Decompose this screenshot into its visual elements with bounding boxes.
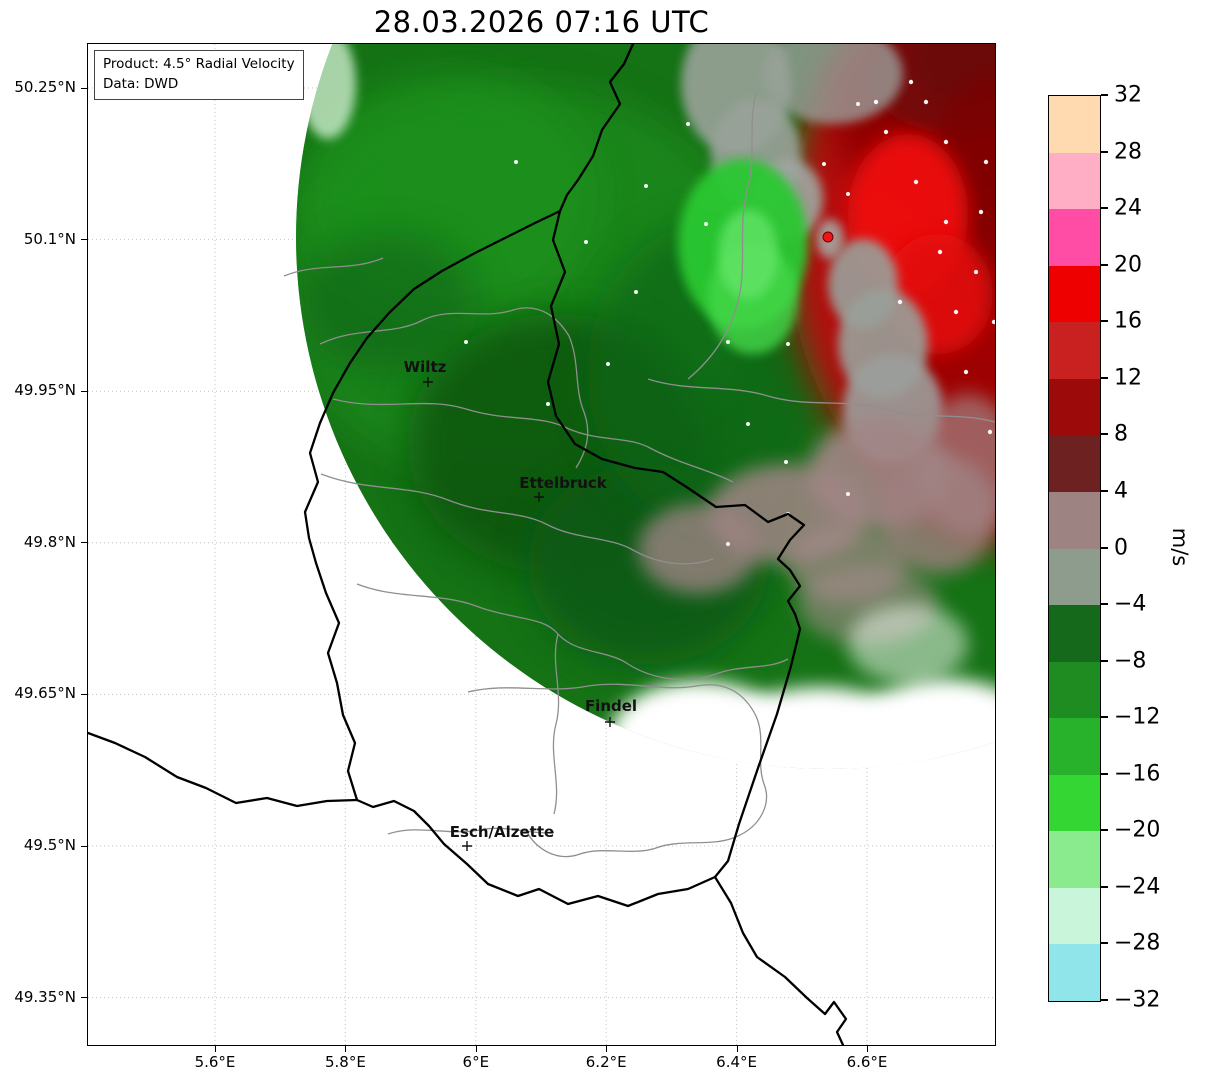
y-tick-label: 50.1°N: [23, 229, 76, 248]
colorbar-tick-label: 4: [1114, 478, 1128, 504]
country-borders: [88, 44, 848, 1045]
y-tick-mark: [81, 693, 87, 695]
colorbar-segment: [1049, 378, 1100, 436]
y-tick-mark: [81, 542, 87, 544]
colorbar-tick-mark: [1101, 150, 1108, 153]
colorbar-tick-label: −28: [1114, 930, 1161, 956]
map-panel: Wiltz Ettelbruck Findel Esch/Alzette: [87, 43, 996, 1046]
colorbar-segments: [1049, 96, 1100, 1001]
x-tick-mark: [345, 1046, 347, 1052]
colorbar-tick-mark: [1101, 659, 1108, 662]
city-markers: [423, 377, 615, 851]
colorbar-tick-mark: [1101, 376, 1108, 379]
x-tick-label: 5.6°E: [194, 1053, 236, 1071]
colorbar-tick-label: −12: [1114, 704, 1161, 730]
y-tick-mark: [81, 845, 87, 847]
colorbar-segment: [1049, 322, 1100, 379]
data-source-line: Data: DWD: [103, 76, 179, 93]
colorbar-segment: [1049, 548, 1100, 606]
radar-site-dot: [822, 231, 834, 243]
colorbar-segment: [1049, 209, 1100, 266]
colorbar-tick-mark: [1101, 603, 1108, 606]
y-tick-mark: [81, 997, 87, 999]
colorbar-tick-label: 8: [1114, 421, 1128, 447]
district-borders: [283, 93, 995, 858]
city-label-findel: Findel: [585, 697, 637, 715]
colorbar-segment: [1049, 887, 1100, 945]
x-tick-mark: [215, 1046, 216, 1052]
colorbar-tick-mark: [1101, 94, 1108, 96]
product-line: Product: 4.5° Radial Velocity: [103, 56, 295, 72]
colorbar-tick-mark: [1101, 942, 1108, 945]
y-tick-label: 49.35°N: [14, 987, 76, 1006]
colorbar-segment: [1049, 265, 1100, 323]
city-label-wiltz: Wiltz: [404, 358, 447, 376]
x-tick-mark: [475, 1046, 477, 1052]
colorbar-segment: [1049, 491, 1100, 549]
x-tick-mark: [606, 1046, 608, 1052]
colorbar-segment: [1049, 831, 1100, 888]
colorbar-segment: [1049, 435, 1100, 492]
city-label-ettelbruck: Ettelbruck: [519, 474, 608, 492]
colorbar-tick-mark: [1101, 489, 1108, 492]
y-tick-mark: [81, 390, 87, 392]
colorbar-tick-label: −4: [1114, 591, 1147, 617]
colorbar-tick-label: −20: [1114, 817, 1161, 843]
colorbar-tick-label: −16: [1114, 761, 1161, 787]
colorbar-segment: [1049, 152, 1100, 210]
colorbar-tick-mark: [1101, 772, 1108, 775]
x-tick-label: 6.6°E: [846, 1053, 888, 1071]
x-tick-label: 6.4°E: [716, 1053, 758, 1071]
map-svg: Wiltz Ettelbruck Findel Esch/Alzette: [88, 44, 995, 1045]
colorbar-segment: [1049, 718, 1100, 775]
colorbar-tick-mark: [1101, 207, 1108, 210]
colorbar-tick-label: 20: [1114, 252, 1142, 278]
colorbar-segment: [1049, 944, 1100, 1001]
colorbar-tick-mark: [1101, 433, 1108, 436]
x-tick-label: 6°E: [462, 1053, 490, 1071]
x-tick-mark: [736, 1046, 738, 1052]
colorbar-tick-mark: [1101, 320, 1108, 323]
colorbar-tick-label: −8: [1114, 648, 1147, 674]
product-info-box: Product: 4.5° Radial Velocity Data: DWD: [94, 50, 304, 100]
x-tick-mark: [867, 1046, 868, 1052]
y-tick-label: 49.65°N: [14, 684, 76, 703]
city-label-esch: Esch/Alzette: [450, 823, 554, 841]
y-tick-label: 50.25°N: [14, 78, 76, 96]
colorbar-segment: [1049, 661, 1100, 719]
colorbar-tick-mark: [1101, 716, 1108, 719]
y-tick-mark: [81, 87, 87, 89]
colorbar-tick-mark: [1101, 546, 1108, 549]
colorbar-tick-mark: [1101, 263, 1108, 266]
y-tick-label: 49.5°N: [23, 836, 76, 854]
colorbar-segment: [1049, 774, 1100, 832]
colorbar-tick-mark: [1101, 885, 1108, 888]
colorbar-tick-label: 12: [1114, 365, 1142, 391]
city-labels: Wiltz Ettelbruck Findel Esch/Alzette: [404, 358, 637, 841]
colorbar-tick-label: −24: [1114, 874, 1161, 900]
y-tick-label: 49.95°N: [14, 381, 76, 400]
colorbar-tick-label: 16: [1114, 308, 1142, 334]
colorbar-tick-label: 32: [1114, 82, 1142, 108]
colorbar-tick-label: −32: [1114, 987, 1161, 1013]
figure-title: 28.03.2026 07:16 UTC: [373, 5, 710, 39]
x-tick-label: 5.8°E: [324, 1053, 366, 1071]
colorbar-unit-label: m/s: [1168, 527, 1192, 567]
colorbar-tick-mark: [1101, 829, 1108, 832]
x-tick-label: 6.2°E: [585, 1053, 627, 1071]
y-tick-mark: [81, 239, 87, 241]
colorbar-segment: [1049, 605, 1100, 662]
colorbar-tick-label: 24: [1114, 195, 1142, 221]
colorbar-tick-label: 28: [1114, 139, 1142, 165]
y-tick-label: 49.8°N: [23, 532, 76, 551]
colorbar-tick-mark: [1101, 999, 1108, 1001]
colorbar-segment: [1049, 96, 1100, 153]
speckle-noise: [464, 79, 995, 546]
colorbar-tick-label: 0: [1114, 535, 1128, 560]
colorbar: [1048, 95, 1101, 1002]
